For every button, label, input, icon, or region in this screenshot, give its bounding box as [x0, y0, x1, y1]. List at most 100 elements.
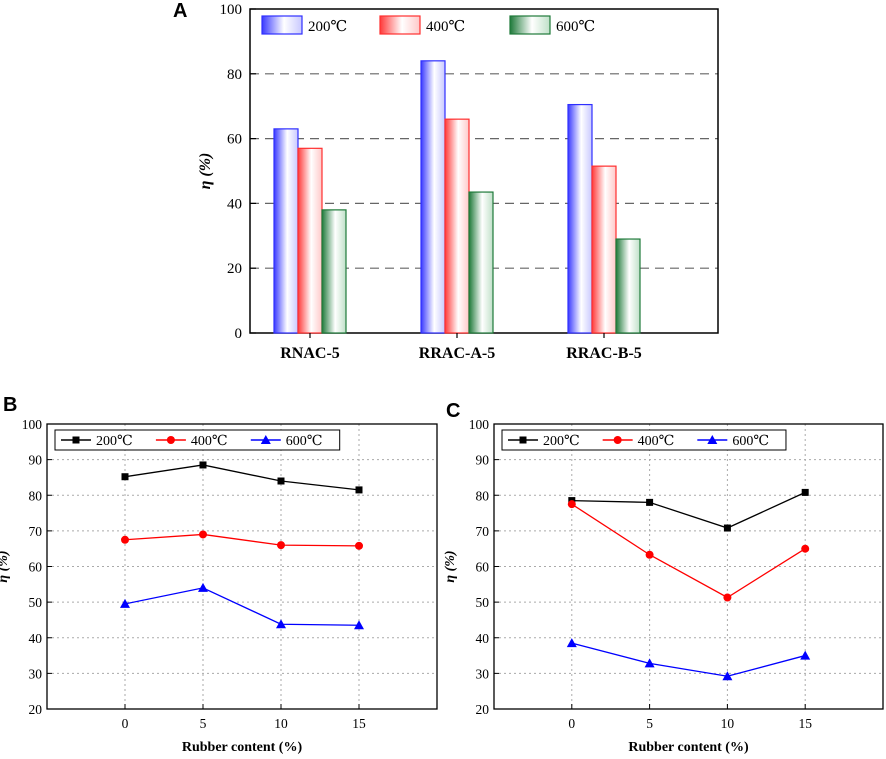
- y-tick-label: 80: [227, 67, 242, 83]
- bar-rnac-5-400: [297, 147, 323, 334]
- legend-swatch-200: [261, 15, 303, 35]
- point-200-x5: [199, 461, 207, 469]
- y-tick-label: 80: [29, 488, 43, 503]
- y-tick-label: 70: [29, 524, 43, 539]
- y-tick-label: 50: [476, 595, 490, 610]
- legend-box: [501, 429, 787, 451]
- legend-box: [54, 429, 341, 451]
- legend-label: 600℃: [732, 434, 769, 449]
- line-chart-c: 20 30 40 50 60 70 80 90 100 0 5 10 15 Rubber content …: [443, 417, 884, 755]
- y-tick-label: 30: [476, 666, 490, 681]
- point-400-x5: [199, 530, 207, 539]
- legend-marker-200: [519, 436, 527, 444]
- legend-label: 600℃: [556, 19, 595, 35]
- y-axis-title: η (%): [0, 550, 11, 582]
- legend-marker-400: [613, 436, 622, 444]
- panel-letter-a: A: [173, 0, 187, 22]
- y-tick-label: 90: [476, 453, 490, 468]
- series-line-400: [571, 503, 806, 599]
- bar-rrac-a-5-200: [420, 60, 446, 334]
- y-tick-label: 90: [29, 453, 43, 468]
- y-tick-label: 60: [476, 560, 490, 575]
- bar-rrac-b-5-200: [567, 103, 593, 334]
- x-tick-label: 10: [274, 716, 288, 731]
- series-line-200: [571, 491, 806, 529]
- x-axis-title: Rubber content (%): [182, 740, 303, 755]
- point-600-x15: [800, 650, 811, 660]
- point-400-x0: [567, 500, 576, 509]
- point-200-x15: [801, 488, 809, 496]
- point-400-x10: [277, 541, 285, 550]
- x-tick-label: 0: [122, 716, 129, 731]
- y-tick-label: 100: [220, 2, 243, 18]
- legend-marker-600: [260, 435, 271, 444]
- y-tick-label: 60: [29, 560, 43, 575]
- series-line-600: [571, 642, 806, 677]
- point-200-x10: [723, 524, 731, 532]
- legend-marker-400: [166, 436, 175, 444]
- y-tick-label: 40: [29, 631, 43, 646]
- point-200-x15: [355, 486, 363, 494]
- y-tick-label: 20: [476, 702, 490, 717]
- legend-marker-600: [707, 435, 718, 444]
- y-axis-title: η (%): [197, 153, 214, 190]
- x-category-label: RRAC-B-5: [566, 345, 642, 362]
- point-200-x5: [646, 498, 654, 506]
- legend-label: 400℃: [638, 434, 675, 449]
- bar-rrac-a-5-400: [444, 118, 470, 334]
- legend-label: 200℃: [96, 434, 133, 449]
- x-tick-label: 0: [568, 716, 575, 731]
- line-chart-b: 20 30 40 50 60 70 80 90 100 0 5 10 15 Rubber content …: [0, 417, 438, 755]
- x-tick-label: 5: [646, 716, 653, 731]
- legend-label: 400℃: [426, 19, 465, 35]
- x-category-label: RRAC-A-5: [419, 345, 495, 362]
- y-tick-label: 0: [235, 326, 243, 342]
- series-line-400: [124, 533, 360, 547]
- y-tick-label: 100: [469, 417, 490, 432]
- x-tick-label: 10: [721, 716, 735, 731]
- legend-marker-200: [72, 436, 80, 444]
- legend-label: 200℃: [308, 19, 347, 35]
- x-category-label: RNAC-5: [280, 345, 340, 362]
- point-600-x0: [120, 598, 130, 608]
- x-tick-label: 5: [200, 716, 207, 731]
- x-tick-label: 15: [798, 716, 812, 731]
- bar-rrac-a-5-600: [468, 191, 494, 334]
- y-tick-label: 40: [476, 631, 490, 646]
- y-tick-label: 50: [29, 595, 43, 610]
- point-200-x10: [277, 477, 285, 485]
- legend-label: 200℃: [543, 434, 580, 449]
- y-tick-label: 30: [29, 666, 43, 681]
- legend-label: 600℃: [286, 434, 323, 449]
- y-tick-label: 70: [476, 524, 490, 539]
- point-400-x15: [801, 544, 810, 553]
- bar-rnac-5-200: [273, 128, 299, 334]
- point-400-x15: [355, 541, 363, 550]
- point-200-x0: [121, 473, 129, 481]
- point-400-x10: [723, 593, 732, 602]
- y-tick-label: 20: [227, 261, 242, 277]
- bar-rnac-5-600: [321, 209, 347, 334]
- y-axis-title: η (%): [443, 550, 458, 582]
- y-tick-label: 100: [22, 417, 43, 432]
- point-600-x0: [566, 638, 577, 648]
- y-tick-label: 20: [29, 702, 43, 717]
- series-line-600: [124, 587, 360, 626]
- point-400-x0: [121, 535, 129, 544]
- y-tick-label: 60: [227, 132, 242, 148]
- legend-swatch-600: [509, 15, 551, 35]
- legend-swatch-400: [379, 15, 421, 35]
- x-tick-label: 15: [352, 716, 366, 731]
- panel-letter-c: C: [446, 400, 460, 422]
- series-line-200: [124, 464, 360, 491]
- bar-chart-a: 0 20 40 60 80 100 RNAC-5 RRAC-A-5 RRAC-B-5 η (%) 2…: [197, 2, 719, 362]
- point-400-x5: [645, 550, 654, 559]
- legend-label: 400℃: [191, 434, 228, 449]
- panel-letter-b: B: [3, 394, 17, 416]
- point-600-x5: [644, 658, 655, 668]
- point-600-x10: [276, 619, 286, 629]
- point-600-x15: [354, 620, 364, 630]
- y-tick-label: 80: [476, 488, 490, 503]
- point-600-x5: [198, 582, 208, 592]
